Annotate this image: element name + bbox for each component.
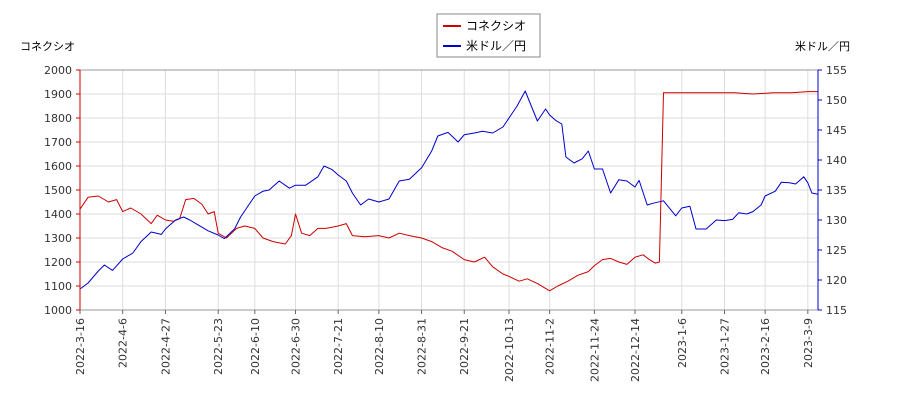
x-tick-label: 2022-10-13 [503, 318, 516, 382]
left-tick-label: 1100 [44, 280, 72, 293]
right-tick-label: 125 [826, 244, 847, 257]
legend: コネクシオ 米ドル／円 [436, 13, 541, 58]
x-tick-label: 2022-11-2 [544, 318, 557, 375]
right-axis-title: 米ドル／円 [795, 40, 850, 53]
x-tick-label: 2022-5-23 [212, 318, 225, 375]
x-tick-label: 2023-1-6 [676, 318, 689, 368]
x-tick-label: 2023-1-27 [718, 318, 731, 375]
series-line-usdjpy [79, 90, 819, 290]
left-tick-label: 1400 [44, 208, 72, 221]
left-tick-label: 1200 [44, 256, 72, 269]
right-tick-label: 150 [826, 94, 847, 107]
x-tick-label: 2022-4-27 [159, 318, 172, 375]
left-tick-label: 1800 [44, 112, 72, 125]
legend-box [436, 13, 541, 58]
x-tick-label: 2022-8-10 [373, 318, 386, 375]
left-tick-label: 1500 [44, 184, 72, 197]
left-tick-label: 1000 [44, 304, 72, 317]
legend-label-usdjpy: 米ドル／円 [466, 39, 526, 53]
series-layer [79, 90, 819, 292]
x-tick-label: 2022-7-21 [332, 318, 345, 375]
right-tick-label: 140 [826, 154, 847, 167]
left-tick-label: 1700 [44, 136, 72, 149]
x-tick-label: 2022-11-24 [588, 318, 601, 382]
x-tick-label: 2022-4-6 [117, 318, 130, 368]
left-tick-label: 1600 [44, 160, 72, 173]
left-axis-title: コネクシオ [20, 40, 75, 53]
x-tick-label: 2023-3-9 [802, 318, 815, 368]
legend-label-connexio: コネクシオ [466, 19, 526, 33]
right-tick-label: 155 [826, 64, 847, 77]
left-tick-label: 1300 [44, 232, 72, 245]
right-tick-label: 115 [826, 304, 847, 317]
x-tick-label: 2023-2-16 [759, 318, 772, 375]
left-tick-label: 2000 [44, 64, 72, 77]
right-tick-label: 120 [826, 274, 847, 287]
x-tick-label: 2022-12-14 [629, 318, 642, 382]
left-tick-label: 1900 [44, 88, 72, 101]
x-tick-label: 2022-6-10 [249, 318, 262, 375]
series-line-connexio [79, 91, 818, 292]
x-tick-label: 2022-6-30 [290, 318, 303, 375]
x-tick-label: 2022-9-21 [458, 318, 471, 375]
x-tick-label: 2022-8-31 [416, 318, 429, 375]
right-tick-label: 135 [826, 184, 847, 197]
right-tick-label: 145 [826, 124, 847, 137]
right-tick-label: 130 [826, 214, 847, 227]
axes: 1000 1100 1200 1300 1400 1500 1600 1700 1800 1900… [44, 64, 847, 382]
x-tick-label: 2022-3-16 [74, 318, 87, 375]
